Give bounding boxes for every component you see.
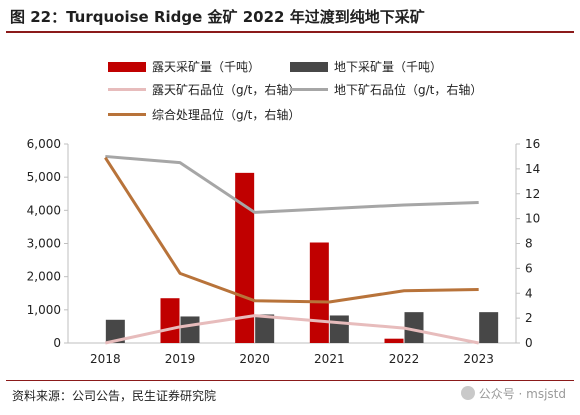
y-right-tick-label: 14 [525, 162, 540, 176]
footer-rule [6, 380, 574, 381]
x-tick-label: 2022 [389, 352, 420, 366]
y-right-tick-label: 6 [525, 261, 533, 275]
legend-label: 地下采矿量（千吨） [334, 60, 443, 74]
y-left-tick-label: 1,000 [27, 303, 61, 317]
bar [479, 312, 499, 343]
y-right-tick-label: 0 [525, 336, 533, 350]
y-left-tick-label: 0 [53, 336, 61, 350]
y-left-tick-label: 6,000 [27, 137, 61, 151]
x-tick-label: 2018 [90, 352, 121, 366]
bar [404, 312, 424, 343]
bar [329, 315, 349, 343]
y-right-tick-label: 12 [525, 187, 540, 201]
bar [180, 316, 200, 343]
y-left-tick-label: 4,000 [27, 203, 61, 217]
title-rule [6, 31, 574, 33]
y-right-tick-label: 2 [525, 311, 533, 325]
legend-swatch [290, 61, 328, 72]
legend-item-combined-grade: 综合处理品位（g/t，右轴） [108, 106, 300, 123]
legend-swatch [290, 88, 328, 91]
x-tick-label: 2019 [165, 352, 196, 366]
legend-label: 露天矿石品位（g/t，右轴） [152, 83, 301, 97]
x-tick-label: 2023 [463, 352, 494, 366]
legend-label: 综合处理品位（g/t，右轴） [152, 108, 301, 122]
bar [105, 319, 125, 343]
x-tick-label: 2020 [239, 352, 270, 366]
legend-item-underground-tonnage: 地下采矿量（千吨） [290, 58, 442, 75]
legend-swatch [108, 61, 146, 72]
legend-label: 露天采矿量（千吨） [152, 60, 261, 74]
bar [235, 172, 255, 343]
figure-title: 图 22：Turquoise Ridge 金矿 2022 年过渡到纯地下采矿 [10, 8, 425, 26]
legend-item-underground-grade: 地下矿石品位（g/t，右轴） [290, 81, 482, 98]
watermark-text: 公众号 · msjstd [478, 387, 566, 401]
y-right-tick-label: 8 [525, 237, 533, 251]
y-left-tick-label: 3,000 [27, 237, 61, 251]
watermark: 公众号 · msjstd [460, 385, 566, 402]
chart-legend: 露天采矿量（千吨） 地下采矿量（千吨） 露天矿石品位（g/t，右轴） 地下矿石品… [0, 0, 580, 140]
wechat-logo-icon [460, 386, 475, 400]
y-right-tick-label: 10 [525, 212, 540, 226]
series-line [105, 154, 479, 214]
legend-swatch [108, 113, 146, 116]
series-line [104, 156, 479, 304]
bar [309, 242, 329, 343]
y-left-tick-label: 5,000 [27, 170, 61, 184]
x-tick-label: 2021 [314, 352, 345, 366]
y-right-tick-label: 4 [525, 286, 533, 300]
y-left-tick-label: 2,000 [27, 270, 61, 284]
source-note: 资料来源：公司公告，民生证券研究院 [12, 389, 217, 403]
legend-item-open-pit-tonnage: 露天采矿量（千吨） [108, 58, 260, 75]
legend-label: 地下矿石品位（g/t，右轴） [334, 83, 483, 97]
legend-swatch [108, 88, 146, 91]
bar [384, 338, 404, 343]
series-line [105, 314, 479, 345]
bar [255, 314, 275, 343]
y-right-tick-label: 16 [525, 137, 540, 151]
bar [160, 298, 180, 343]
legend-item-open-pit-grade: 露天矿石品位（g/t，右轴） [108, 81, 300, 98]
